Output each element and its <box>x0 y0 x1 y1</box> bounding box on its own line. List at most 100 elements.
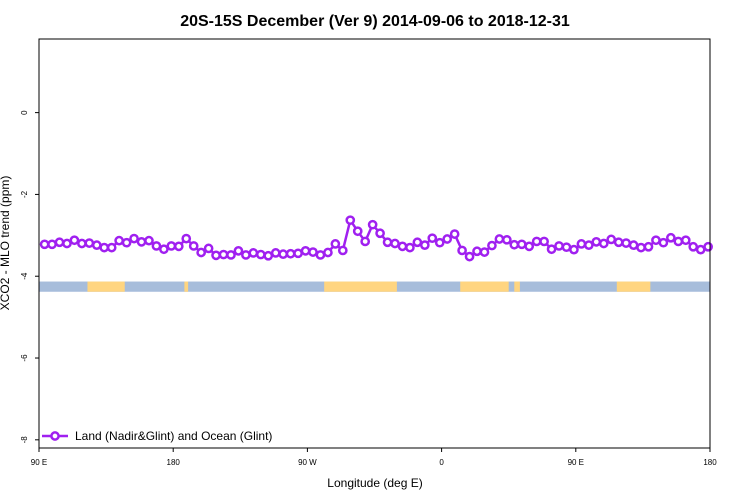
data-point <box>77 238 87 249</box>
y-axis-label: XCO2 - MLO trend (ppm) <box>0 176 12 311</box>
data-point <box>479 247 490 257</box>
data-point <box>308 247 318 257</box>
data-point <box>300 246 311 256</box>
data-point <box>91 240 102 250</box>
x-axis: 90 E 180 90 W 0 90 E 180 <box>31 448 717 467</box>
land-coverage-segment <box>514 281 520 292</box>
data-point <box>106 242 117 253</box>
data-point <box>196 247 207 258</box>
land-coverage-segment <box>616 281 651 292</box>
x-tick-label: 90 E <box>31 458 47 467</box>
data-point <box>293 248 303 259</box>
data-point <box>263 250 274 261</box>
data-point <box>516 239 527 250</box>
data-point <box>226 250 236 260</box>
data-point <box>173 241 184 252</box>
data-point <box>337 245 348 256</box>
data-point <box>666 232 676 243</box>
data-point <box>591 237 602 247</box>
y-tick-label: -8 <box>20 436 29 444</box>
data-point <box>233 246 244 256</box>
data-point <box>673 236 684 247</box>
data-point <box>54 237 65 248</box>
data-point <box>703 241 713 252</box>
coverage-band <box>39 281 710 292</box>
data-point <box>323 247 333 258</box>
data-point <box>688 241 699 252</box>
data-point <box>129 233 139 244</box>
data-point <box>241 250 251 260</box>
land-coverage-segment <box>460 281 509 292</box>
data-point <box>442 234 453 244</box>
x-axis-label: Longitude (deg E) <box>327 476 422 490</box>
plot-frame <box>38 38 711 449</box>
data-point <box>203 243 214 254</box>
data-point <box>255 249 266 260</box>
data-point <box>419 240 430 250</box>
data-point <box>658 237 669 248</box>
data-point <box>144 235 154 246</box>
legend-marker <box>50 431 60 441</box>
series-group <box>39 215 713 262</box>
data-point <box>628 240 639 250</box>
data-point <box>405 242 415 253</box>
y-axis: 0 -2 -4 -6 -8 <box>20 110 39 444</box>
data-point <box>352 226 363 237</box>
data-point <box>151 241 162 251</box>
data-point <box>136 237 147 247</box>
data-point <box>583 240 594 250</box>
data-point <box>315 250 326 260</box>
data-point <box>121 237 132 248</box>
legend-entry: Land (Nadir&Glint) and Ocean (Glint) <box>75 429 272 443</box>
data-point <box>501 234 512 245</box>
data-point <box>62 238 72 249</box>
data-point <box>569 244 579 255</box>
data-point <box>397 241 408 252</box>
y-tick-label: -6 <box>20 354 29 362</box>
data-point <box>412 237 423 248</box>
land-coverage-segment <box>324 281 397 292</box>
data-point <box>375 228 385 239</box>
data-point <box>636 242 646 253</box>
data-point <box>360 236 371 247</box>
data-point <box>434 237 445 248</box>
data-point <box>248 248 259 258</box>
x-tick-label: 180 <box>167 458 181 467</box>
y-tick-label: 0 <box>20 110 29 115</box>
data-point <box>390 238 400 249</box>
data-point <box>188 241 199 251</box>
land-coverage-segment <box>184 281 189 292</box>
data-point <box>367 219 378 230</box>
data-point <box>621 238 631 248</box>
data-point <box>47 239 57 250</box>
x-tick-label: 180 <box>703 458 717 467</box>
chart-title: 20S-15S December (Ver 9) 2014-09-06 to 2… <box>180 13 570 30</box>
data-point <box>382 237 393 248</box>
data-point <box>546 244 557 255</box>
data-point <box>643 241 654 252</box>
data-point <box>270 248 281 258</box>
data-point <box>613 237 624 248</box>
data-point <box>487 240 497 251</box>
data-point <box>181 233 192 244</box>
data-point <box>606 234 617 245</box>
data-point <box>166 241 177 251</box>
data-point <box>598 238 609 249</box>
data-point <box>218 249 229 260</box>
y-tick-label: -4 <box>20 272 29 280</box>
data-point <box>494 234 505 244</box>
data-point <box>524 241 535 252</box>
data-point <box>531 236 542 247</box>
x-tick-label: 90 W <box>298 458 317 467</box>
data-point <box>427 233 438 244</box>
data-point <box>576 239 587 249</box>
data-point <box>285 248 296 259</box>
data-point <box>680 235 691 246</box>
x-tick-label: 0 <box>439 458 444 467</box>
data-point <box>561 242 572 253</box>
land-coverage-segment <box>87 281 125 292</box>
data-point <box>69 235 80 246</box>
data-point <box>278 249 289 259</box>
data-point <box>330 239 341 249</box>
